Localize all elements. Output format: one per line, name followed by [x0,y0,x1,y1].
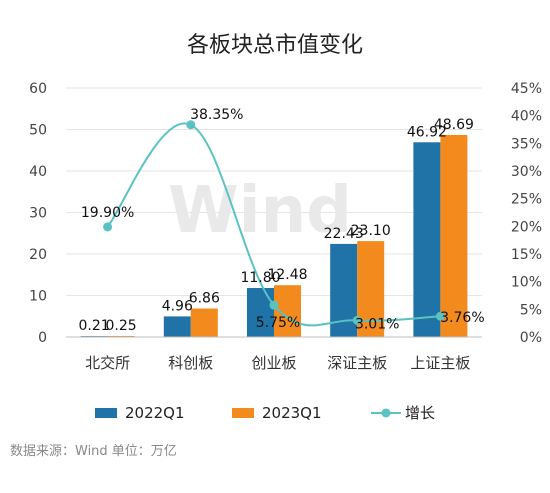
right-tick-label: 25% [511,192,542,208]
x-tick-label: 上证主板 [410,354,470,372]
right-y-axis: 0% 5% 10% 15% 20% 25% 30% 35% 40% 45% [511,81,542,346]
left-tick-label: 20 [29,247,47,263]
bar-data-label: 22.43 [324,226,364,242]
right-tick-label: 35% [511,136,542,152]
right-tick-label: 0% [520,330,542,346]
growth-point-深证主板 [352,315,362,325]
right-tick-label: 45% [511,81,542,97]
bar-2023Q1-科创板 [190,308,218,337]
gridlines [66,87,482,296]
bar-data-label: 46.92 [407,124,447,140]
source-note: 数据来源：Wind 单位：万亿 [10,444,177,459]
chart-title: 各板块总市值变化 [187,33,363,58]
growth-point-北交所 [103,222,113,232]
line-data-label: 3.76% [440,310,484,326]
bar-data-label: 23.10 [351,223,391,239]
bar-2022Q1-创业板 [247,288,274,337]
bar-data-label: 0.21 [79,318,110,334]
right-tick-label: 5% [520,302,542,318]
legend: 2022Q1 2023Q1 增长 [95,404,435,422]
legend-marker-增长 [381,408,391,418]
bar-2022Q1-科创板 [163,316,191,337]
legend-swatch-2023Q1 [232,408,254,418]
line-data-label: 38.35% [190,107,243,123]
right-tick-label: 10% [511,275,542,291]
bar-2022Q1-上证主板 [413,142,441,337]
left-tick-label: 50 [29,123,47,139]
left-tick-label: 10 [29,289,47,305]
line-data-label: 19.90% [81,205,134,221]
right-tick-label: 40% [511,109,542,125]
bar-2023Q1-上证主板 [440,134,468,337]
x-tick-label: 深证主板 [327,354,387,372]
watermark-logo: Wind [168,174,352,248]
growth-line-series [103,120,445,327]
left-tick-label: 60 [29,81,47,97]
legend-swatch-2022Q1 [95,408,117,418]
legend-label-2022Q1: 2022Q1 [125,404,185,422]
bar-series [80,134,468,337]
legend-label-2023Q1: 2023Q1 [262,404,322,422]
bar-data-label: 12.48 [267,267,307,283]
left-y-axis: 0 10 20 30 40 50 60 [29,81,47,346]
right-tick-label: 20% [511,219,542,235]
bar-data-label: 0.25 [106,318,137,334]
right-tick-label: 15% [511,247,542,263]
line-data-label: 3.01% [355,316,399,332]
growth-point-科创板 [186,120,196,130]
right-tick-label: 30% [511,164,542,180]
bar-data-label: 48.69 [434,117,474,133]
x-tick-label: 创业板 [251,354,296,372]
left-tick-label: 40 [29,164,47,180]
growth-point-上证主板 [435,311,445,321]
left-tick-label: 0 [38,330,47,346]
bar-data-label: 6.86 [189,291,220,307]
x-tick-label: 北交所 [85,354,130,372]
bar-2023Q1-北交所 [107,335,135,337]
bar-data-label: 11.80 [240,270,280,286]
bar-data-label: 4.96 [162,298,193,314]
left-tick-label: 30 [29,206,47,222]
data-labels: 0.21 4.96 11.80 22.43 46.92 0.25 6.86 12.48 23.1… [79,107,485,334]
growth-point-创业板 [269,300,279,310]
x-axis: 北交所 科创板 创业板 深证主板 上证主板 [66,336,482,372]
growth-line [106,122,441,327]
x-tick-label: 科创板 [168,354,213,372]
legend-label-增长: 增长 [405,404,435,422]
line-data-label: 5.75% [256,315,300,331]
